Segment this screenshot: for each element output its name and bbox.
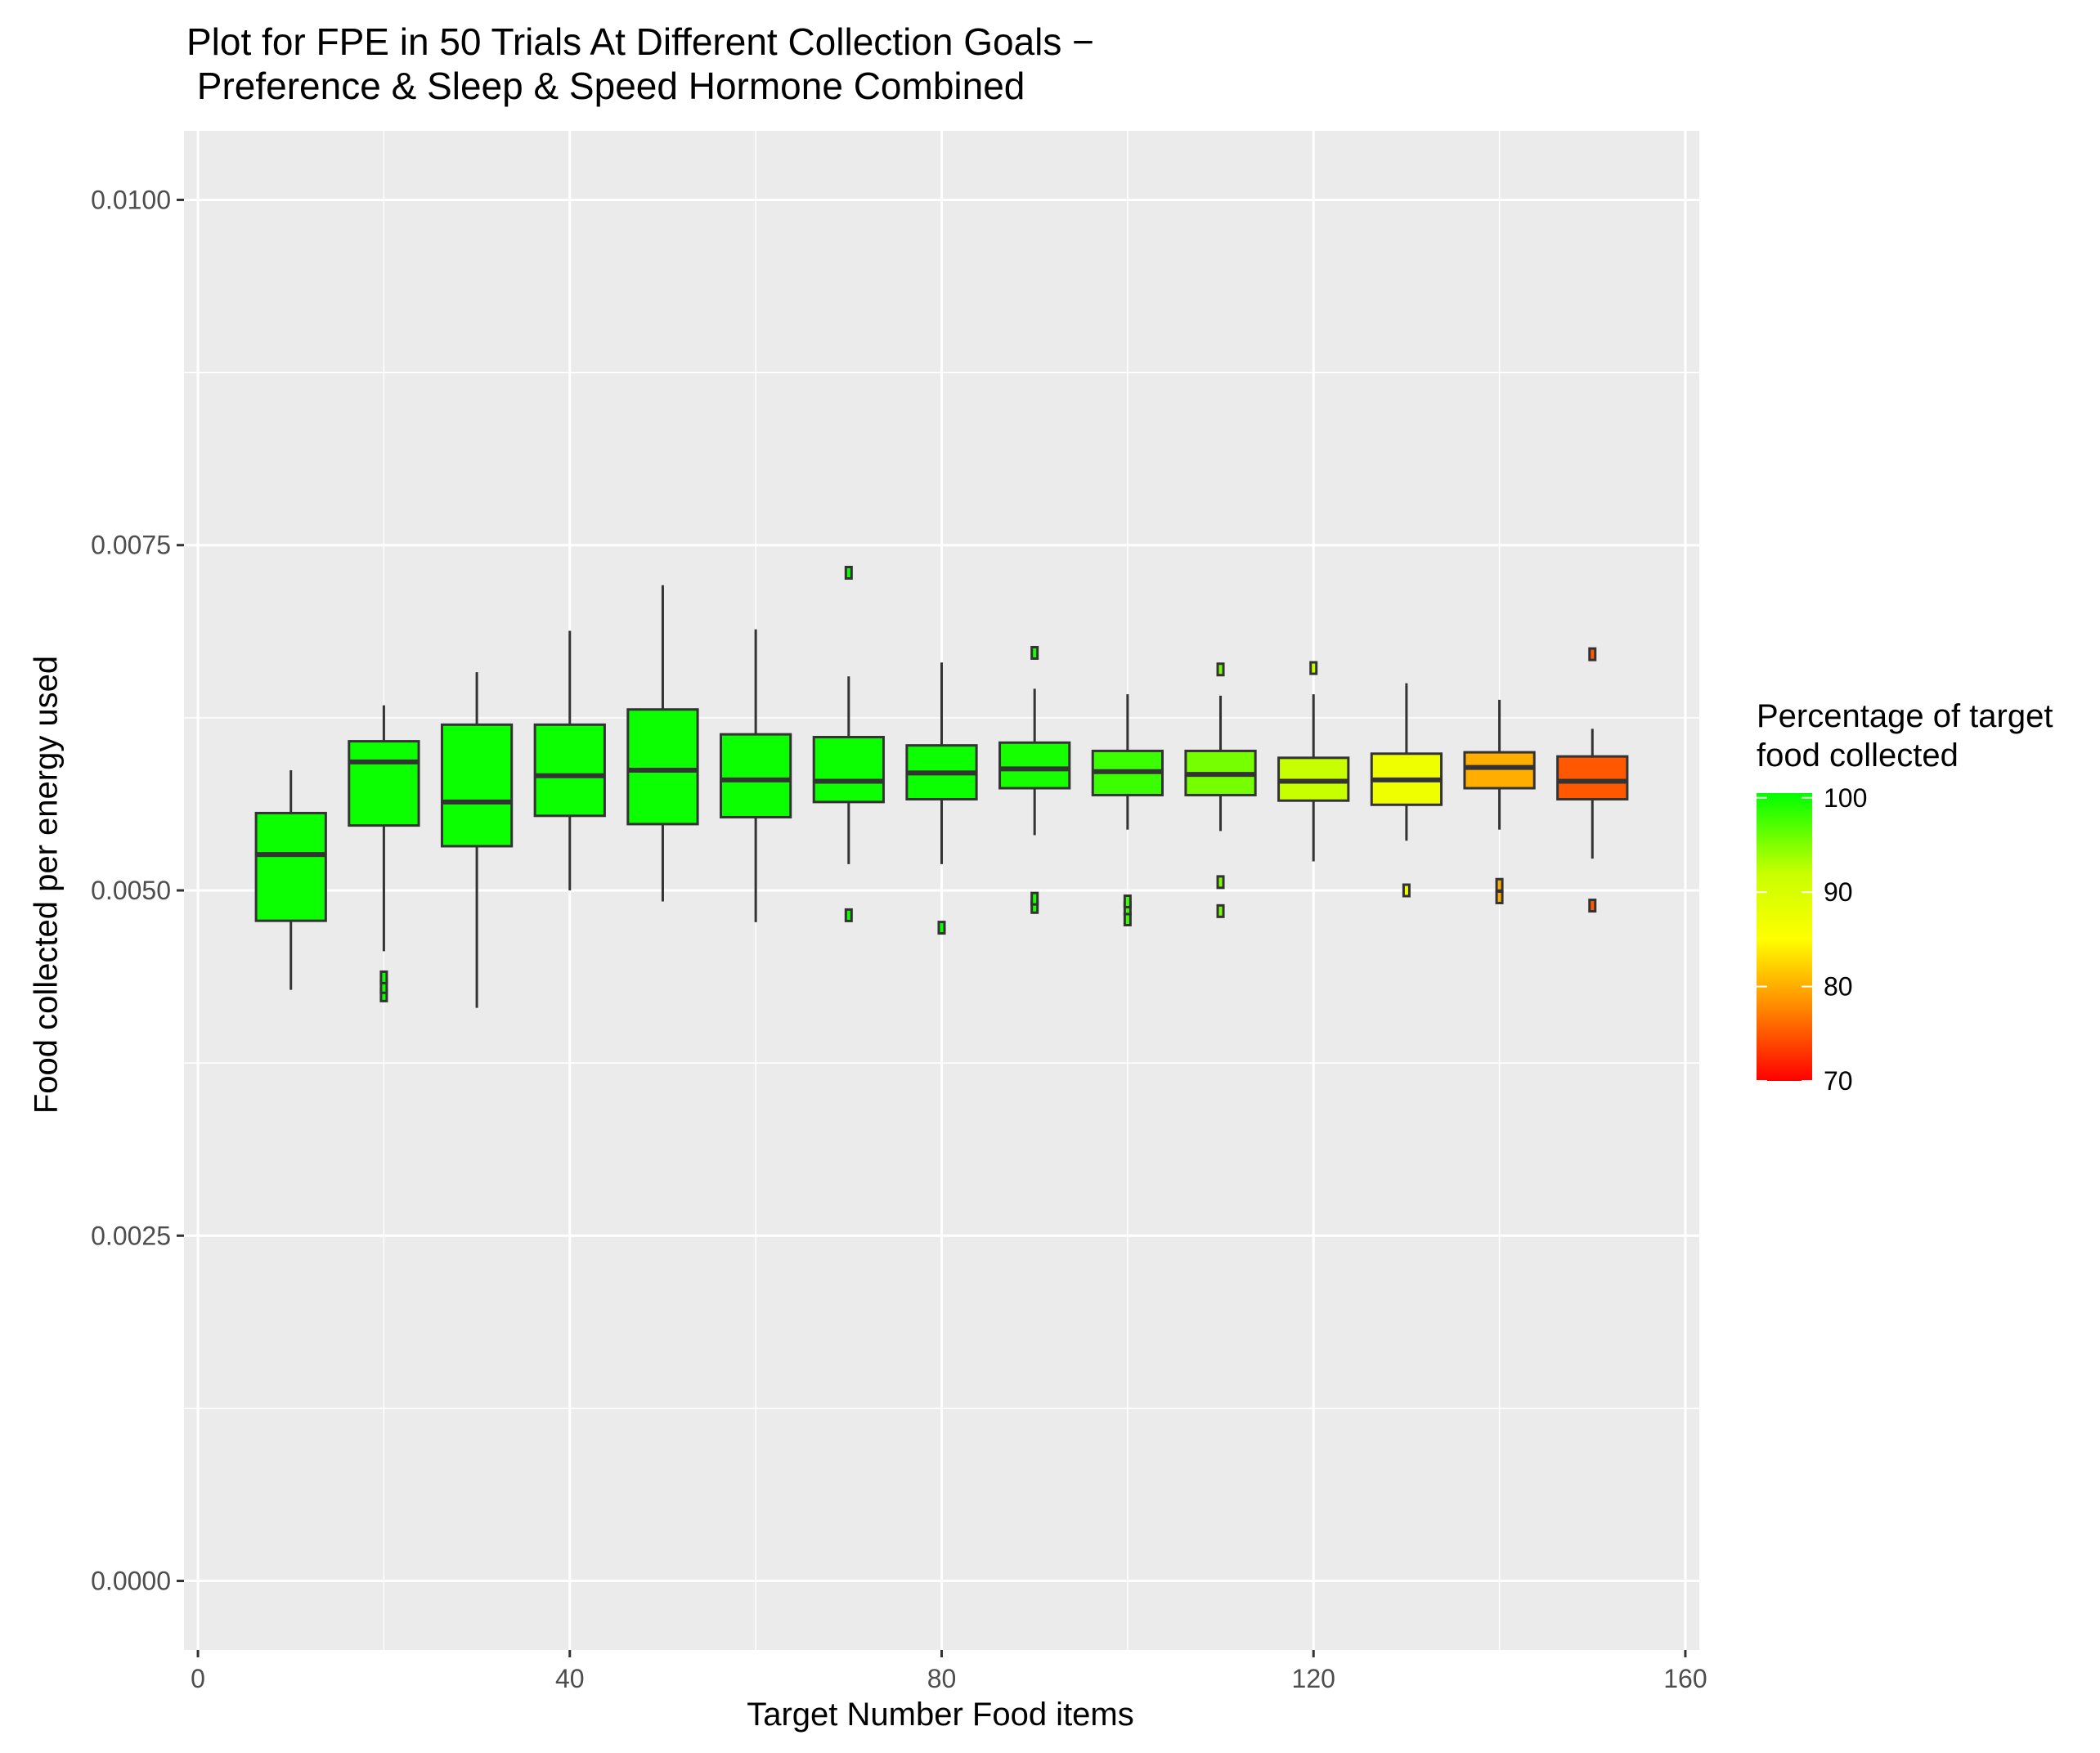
chart-title-line-2: Preference & Sleep & Speed Hormone Combi… [186, 65, 1025, 107]
y-tick-label: 0.0050 [91, 876, 171, 905]
outlier-point [1123, 894, 1132, 909]
box-150 [1556, 647, 1629, 913]
y-tick-label: 0.0025 [91, 1221, 171, 1250]
box-body [626, 708, 699, 826]
x-tick-label: 160 [1663, 1664, 1707, 1693]
x-axis-title: Target Number Food items [747, 1697, 1134, 1733]
outlier-point [1030, 891, 1039, 906]
x-tick-label: 80 [927, 1664, 957, 1693]
outlier-point [1030, 645, 1039, 660]
box-30 [440, 672, 514, 1008]
outlier-point [1309, 661, 1318, 675]
outlier-point [1402, 883, 1411, 898]
legend-tick-label: 80 [1824, 972, 1853, 1002]
legend-tick-label: 100 [1824, 783, 1867, 813]
legend-tick-label: 90 [1824, 877, 1853, 907]
box-body [998, 741, 1071, 790]
box-body [440, 723, 514, 848]
box-100 [1091, 694, 1164, 926]
box-60 [720, 629, 792, 922]
legend-tick-label: 70 [1824, 1066, 1853, 1096]
outlier-point [379, 970, 388, 984]
box-70 [812, 566, 885, 922]
outlier-point [1495, 877, 1504, 892]
x-tick-label: 40 [555, 1664, 585, 1693]
box-20 [348, 705, 420, 1002]
box-body [720, 733, 792, 818]
outlier-point [844, 908, 853, 922]
outlier-point [1216, 662, 1225, 677]
box-body [348, 740, 420, 827]
x-tick-label: 120 [1292, 1664, 1335, 1693]
outlier-point [1495, 890, 1504, 904]
y-tick-label: 0.0075 [91, 531, 171, 560]
box-40 [533, 630, 606, 890]
outlier-point [1216, 875, 1225, 890]
box-80 [905, 662, 978, 935]
y-axis-title: Food collected per energy used [28, 655, 65, 1114]
box-10 [254, 770, 327, 990]
legend-title-line-2: food collected [1757, 738, 1959, 773]
box-body [533, 723, 606, 818]
outlier-point [844, 566, 853, 581]
legend-title-line-1: Percentage of target [1757, 698, 2053, 734]
outlier-point [1216, 903, 1225, 918]
box-140 [1463, 699, 1536, 904]
outlier-point [1588, 899, 1597, 913]
chart-title: Plot for FPE in 50 Trials At Different C… [186, 20, 1094, 108]
box-90 [998, 645, 1071, 914]
outlier-point [937, 921, 946, 935]
outlier-point [1123, 912, 1132, 926]
outlier-point [1588, 647, 1597, 661]
box-body [254, 811, 327, 922]
box-120 [1277, 661, 1350, 862]
box-body [1556, 755, 1629, 801]
legend-colorbar [1757, 793, 1812, 1081]
box-130 [1370, 683, 1443, 898]
chart-title-line-1: Plot for FPE in 50 Trials At Different C… [186, 20, 1095, 63]
box-body [1463, 751, 1536, 790]
legend-title: Percentage of target food collected [1757, 697, 2053, 775]
box-body [812, 736, 885, 804]
box-110 [1184, 662, 1257, 918]
y-tick-label: 0.0000 [91, 1567, 171, 1596]
y-tick-label: 0.0100 [91, 185, 171, 214]
box-50 [626, 585, 699, 902]
x-tick-label: 0 [191, 1664, 205, 1693]
